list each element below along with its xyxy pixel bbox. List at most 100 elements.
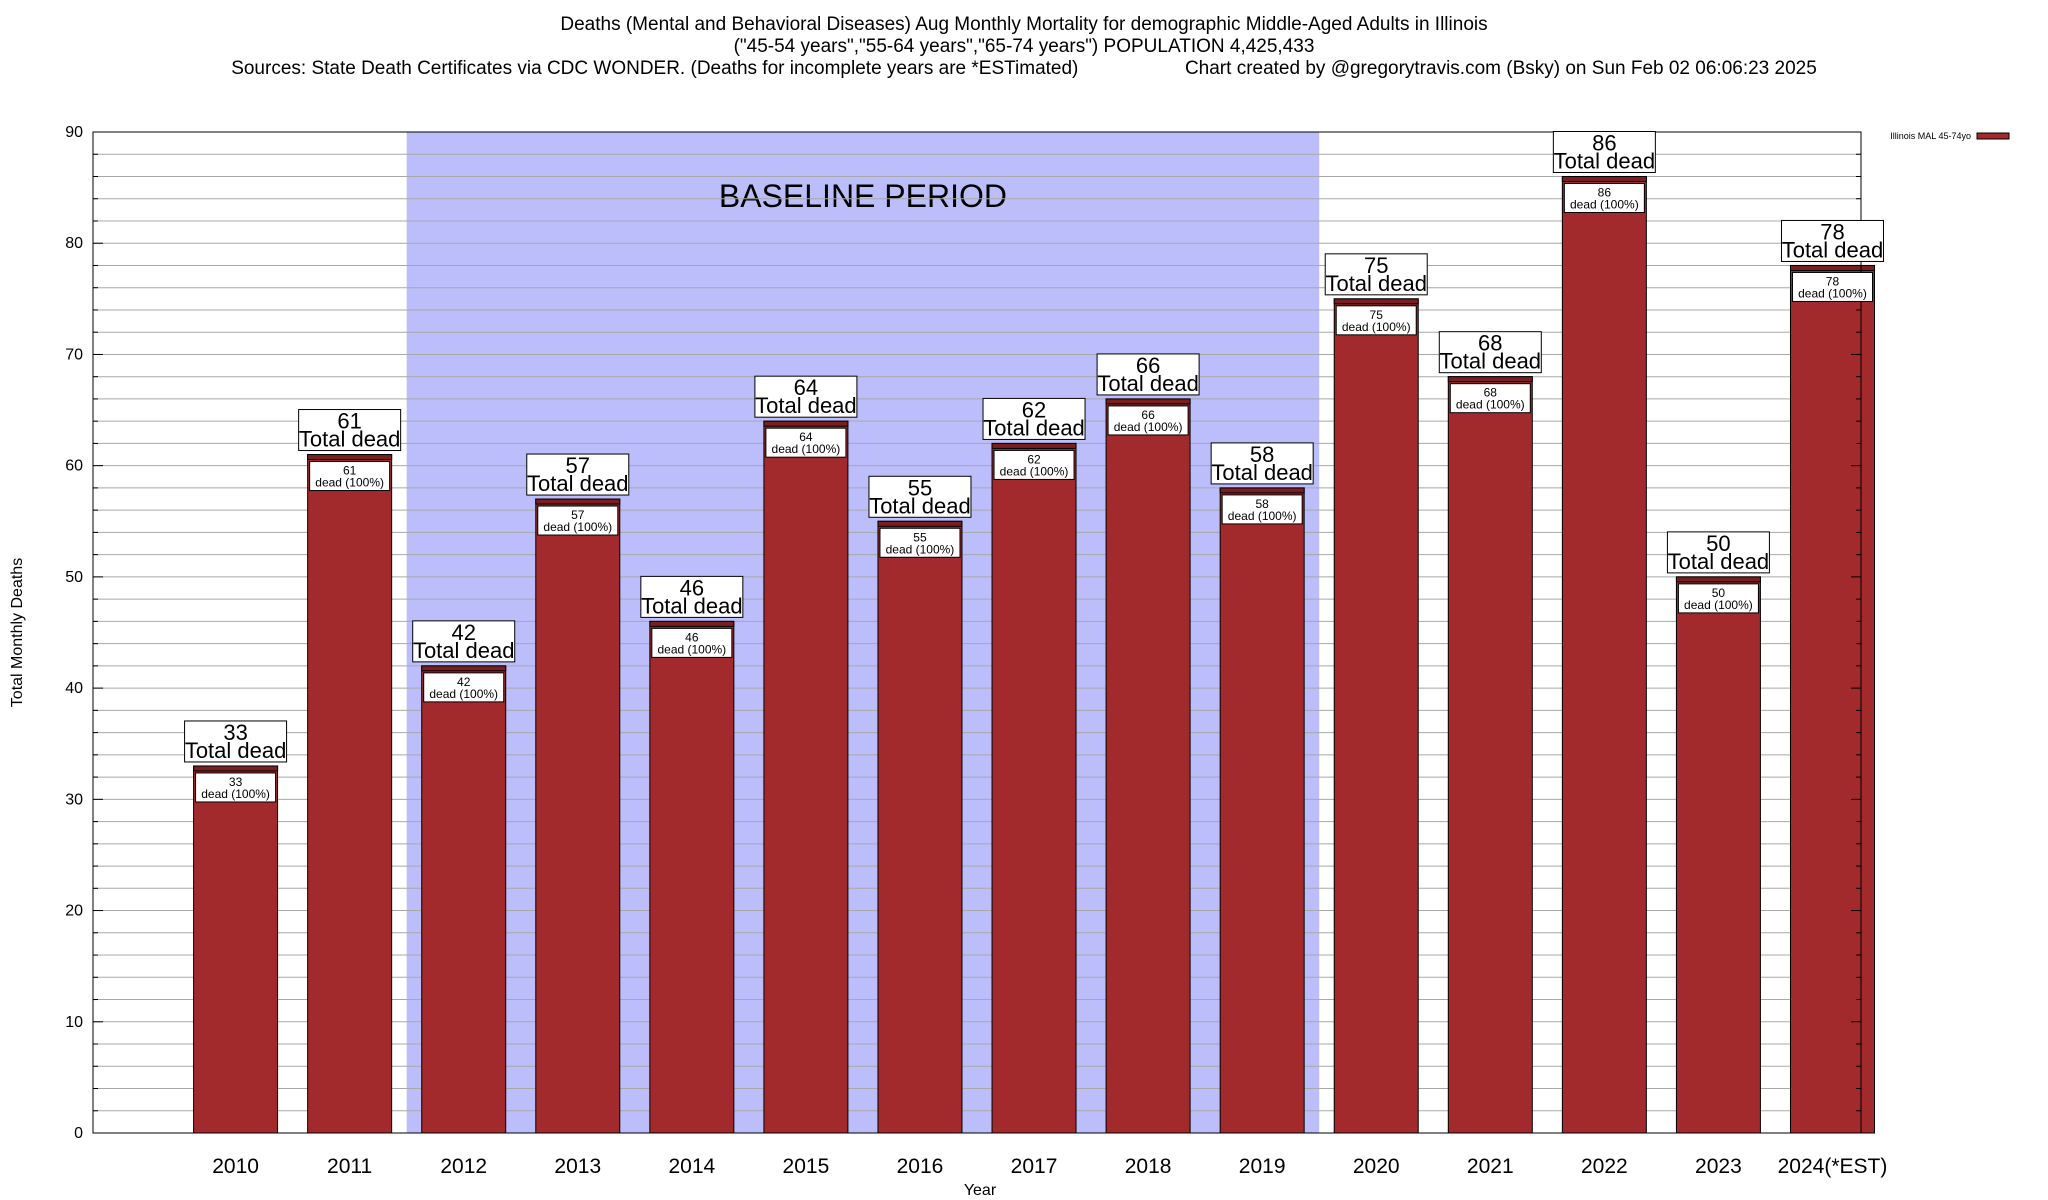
top-total-label: Total dead [755,393,857,418]
inner-label-box [1563,182,1645,213]
top-value-label: 58 [1250,442,1274,467]
bar-cap [535,498,621,505]
x-tick-label: 2013 [554,1155,601,1178]
bar [991,442,1077,1134]
y-tick-label: 70 [65,346,83,363]
inner-value-label: 75 [1370,308,1384,322]
x-tick-label: 2018 [1125,1155,1172,1178]
inner-percent-label: dead (100%) [315,476,384,490]
bar-cap [1105,398,1191,405]
x-tick-label: 2017 [1011,1155,1058,1178]
top-label-box [184,720,288,763]
inner-value-label: 61 [343,464,357,478]
bar-cap [421,665,507,672]
top-value-label: 75 [1364,253,1388,278]
inner-percent-label: dead (100%) [201,787,270,801]
x-tick-label: 2022 [1581,1155,1628,1178]
bar [307,454,393,1134]
source-text: Sources: State Death Certificates via CD… [231,58,1079,79]
top-value-label: 33 [223,720,247,745]
inner-percent-label: dead (100%) [772,442,841,456]
top-value-label: 50 [1706,531,1730,556]
top-label-box [412,620,516,663]
legend-label: Illinois MAL 45-74yo [1890,131,1971,141]
inner-label-box [879,527,961,558]
top-label-box [1324,253,1428,296]
top-label-box [1666,531,1770,574]
inner-percent-label: dead (100%) [1342,320,1411,334]
top-total-label: Total dead [1554,148,1656,173]
y-tick-label: 50 [65,569,83,586]
inner-value-label: 57 [571,508,585,522]
bar-cap [1219,487,1305,494]
inner-value-label: 55 [913,530,927,544]
top-label-box [298,409,402,452]
bar-cap [1789,264,1875,271]
top-total-label: Total dead [527,471,629,496]
inner-value-label: 66 [1141,408,1155,422]
inner-value-label: 42 [457,675,471,689]
inner-percent-label: dead (100%) [1228,509,1297,523]
bar-cap [649,620,735,627]
bar-cap [763,420,849,427]
top-label-box [640,575,744,618]
bar [193,765,279,1134]
y-axis-title: Total Monthly Deaths [9,558,26,707]
inner-value-label: 62 [1027,452,1041,466]
axis-layer: 0 10 20 30 40 50 60 70 80 90 Total Monthly Deaths Y… [9,124,1887,1199]
inner-label-box [1677,583,1759,614]
bar [1789,264,1875,1134]
top-value-label: 68 [1478,331,1502,356]
top-value-label: 61 [337,409,361,434]
inner-percent-label: dead (100%) [657,642,726,656]
top-label-box [526,453,630,496]
y-tick-label: 40 [65,680,83,697]
y-tick-label: 80 [65,235,83,252]
bar-cap [1447,376,1533,383]
inner-label-box [765,427,847,458]
inner-value-label: 78 [1826,274,1840,288]
y-tick-label: 0 [74,1125,83,1142]
x-tick-label: 2021 [1467,1155,1514,1178]
top-total-label: Total dead [983,415,1085,440]
inner-percent-label: dead (100%) [886,542,955,556]
inner-percent-label: dead (100%) [1570,197,1639,211]
inner-label-box [195,772,277,803]
bar [1333,298,1419,1134]
bar-cap [193,765,279,772]
legend-swatch [1976,132,2010,140]
inner-value-label: 86 [1598,185,1612,199]
bar-cap [991,442,1077,449]
chart-subtitle: ("45-54 years","55-64 years","65-74 year… [733,36,1315,57]
top-label-box [1096,353,1200,396]
bar [1105,398,1191,1134]
inner-label-box [1449,383,1531,414]
top-total-label: Total dead [1211,460,1313,485]
x-axis-title: Year [964,1182,997,1199]
top-value-label: 62 [1022,397,1046,422]
top-label-box [868,475,972,518]
x-tick-label: 2015 [783,1155,830,1178]
inner-percent-label: dead (100%) [429,687,498,701]
x-tick-label: 2010 [212,1155,259,1178]
top-label-box [1780,219,1884,262]
top-value-label: 78 [1820,219,1844,244]
bar [1561,175,1647,1134]
y-tick-label: 60 [65,458,83,475]
top-total-label: Total dead [641,593,743,618]
credit-text: Chart created by @gregorytravis.com (Bsk… [1184,58,1817,79]
inner-percent-label: dead (100%) [543,520,612,534]
top-value-label: 86 [1592,130,1616,155]
top-total-label: Total dead [1097,371,1199,396]
bar [1675,576,1761,1134]
inner-percent-label: dead (100%) [1114,420,1183,434]
x-tick-label: 2014 [668,1155,715,1178]
inner-label-box [309,461,391,492]
y-tick-label: 30 [65,791,83,808]
top-label-box [1552,130,1656,173]
bar [763,420,849,1134]
inner-label-box [993,449,1075,480]
chart-title: Deaths (Mental and Behavioral Diseases) … [560,14,1488,35]
inner-label-box [423,672,505,703]
y-tick-label: 10 [65,1014,83,1031]
